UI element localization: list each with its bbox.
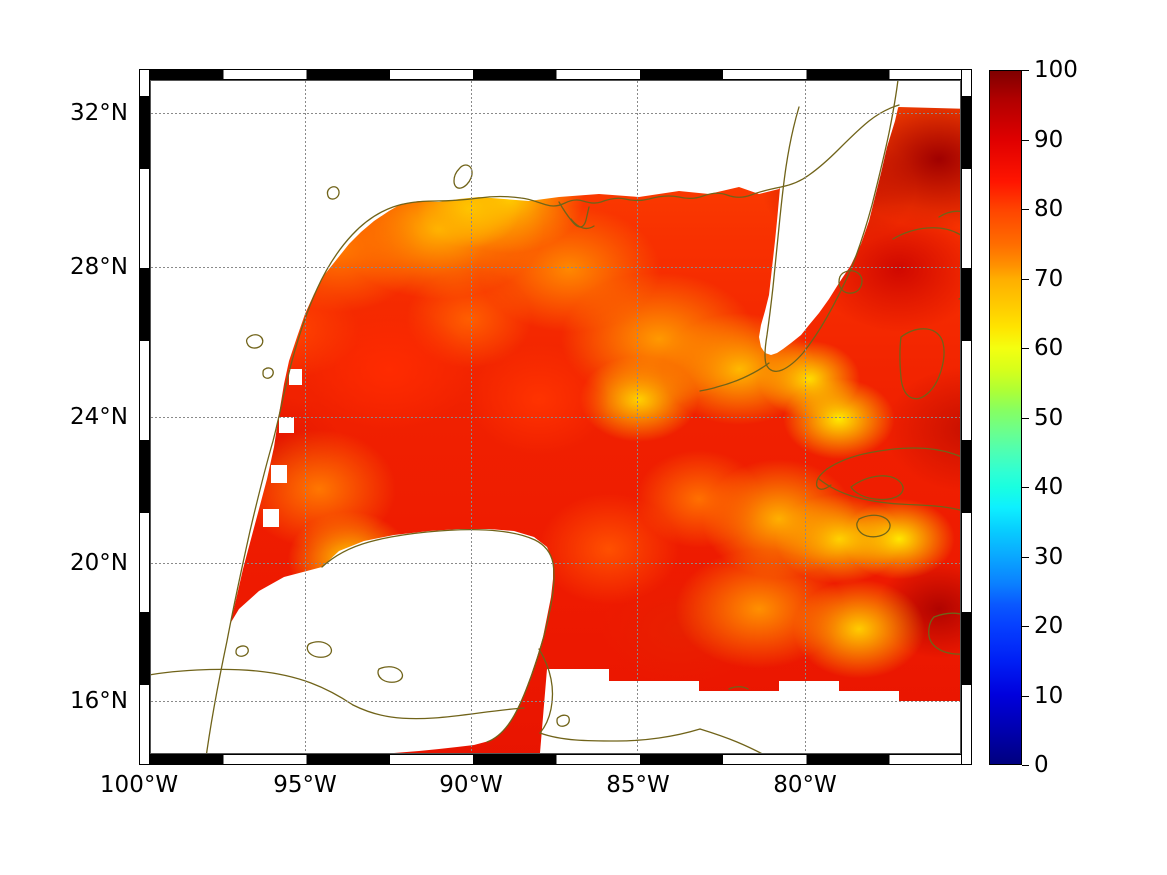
map-border-right — [961, 69, 972, 765]
colorbar-label-10: 10 — [1034, 682, 1064, 709]
gridline-lat-20 — [139, 563, 972, 564]
landmask-coastal-steps — [263, 369, 302, 527]
coastline-island-dot-7 — [556, 714, 570, 727]
coastline-overlay — [139, 70, 972, 765]
coastline-florida-keys — [699, 362, 770, 392]
coastline-bahamas-andros — [899, 328, 945, 400]
coastline-us-gulf — [204, 104, 900, 765]
map-border-top — [139, 69, 972, 80]
lake-okeechobee — [838, 270, 863, 294]
map-border-bottom — [139, 754, 972, 765]
x-tick-label-95w: 95°W — [273, 772, 337, 798]
coastline-isla-juventud — [856, 514, 891, 538]
coastline-island-dot-3 — [262, 367, 274, 379]
colorbar-label-30: 30 — [1034, 543, 1064, 570]
map-frame-inner-top — [150, 80, 961, 81]
x-tick-label-80w: 80°W — [773, 772, 837, 798]
coastline-island-dot-4 — [235, 645, 249, 657]
gridline-lat-28 — [139, 267, 972, 268]
coastline-cuba-west-tip — [815, 468, 832, 490]
colorbar-label-70: 70 — [1034, 265, 1064, 292]
map-frame-inner-right — [960, 80, 961, 754]
coastline-honduras — [539, 728, 701, 742]
colorbar-label-100: 100 — [1034, 57, 1078, 83]
gridline-lon-95 — [305, 69, 306, 765]
value-colorbar[interactable]: 100 90 80 70 60 50 40 30 20 10 0 — [989, 57, 1078, 778]
coastline-cuba-interior-bay — [850, 475, 904, 501]
x-tick-label-100w: 100°W — [99, 772, 179, 798]
coastline-island-dot-8 — [728, 686, 749, 690]
landmask-mexico-texas-usgulf — [139, 69, 972, 765]
coastline-island-dot-6 — [377, 666, 404, 683]
colorbar-label-80: 80 — [1034, 196, 1064, 222]
landmask-yucatan — [199, 529, 553, 765]
x-tick-label-85w: 85°W — [606, 772, 670, 798]
nodata-southern-wedge — [539, 669, 972, 765]
coastline-delta-lobe — [570, 218, 595, 230]
colorbar-tick-100 — [1022, 70, 1029, 71]
landmask-florida — [759, 69, 901, 355]
x-tick-label-90w: 90°W — [439, 772, 503, 798]
colorbar-tick-70 — [1022, 278, 1029, 280]
y-tick-label-24n: 24°N — [70, 404, 128, 430]
map-plot-area[interactable] — [139, 69, 972, 765]
y-tick-label-16n: 16°N — [70, 688, 128, 714]
coastline-campeche — [352, 704, 525, 720]
coastline-cuba-south — [818, 478, 972, 515]
coastline-florida — [764, 70, 900, 372]
gridline-lat-24 — [139, 417, 972, 418]
colorbar-gradient — [989, 70, 1022, 765]
colorbar-label-60: 60 — [1034, 335, 1064, 361]
coastline-bahamas-abaco — [938, 210, 972, 218]
gridline-lon-85 — [637, 69, 638, 765]
colorbar-tick-80 — [1022, 209, 1029, 210]
land-mask-overlay — [139, 69, 972, 765]
map-border-left — [139, 69, 150, 765]
colorbar-label-40: 40 — [1034, 474, 1064, 500]
coastline-island-dot-2 — [245, 334, 264, 349]
gridline-lon-80 — [805, 69, 806, 765]
colorbar-tick-0 — [1022, 765, 1029, 766]
colorbar-tick-20 — [1022, 626, 1029, 627]
colorbar-label-50: 50 — [1034, 404, 1064, 431]
colorbar-tick-60 — [1022, 348, 1029, 349]
coastline-yucatan — [321, 528, 555, 743]
y-tick-label-28n: 28°N — [70, 254, 128, 280]
colorbar-label-0: 0 — [1034, 752, 1049, 778]
colorbar-tick-40 — [1022, 487, 1029, 488]
coastline-belize — [538, 648, 554, 734]
y-tick-label-20n: 20°N — [70, 550, 128, 576]
map-frame-inner-left — [150, 80, 151, 754]
colorbar-tick-30 — [1022, 556, 1029, 558]
map-raster-container — [139, 69, 972, 765]
y-tick-label-32n: 32°N — [70, 100, 128, 126]
colorbar-label-20: 20 — [1034, 613, 1064, 639]
map-frame-inner-bottom — [150, 753, 961, 754]
coastline-island-dot-1 — [326, 186, 340, 200]
colorbar-label-90: 90 — [1034, 126, 1064, 153]
gridline-lon-90 — [471, 69, 472, 765]
coastline-mexico-south — [139, 668, 354, 706]
colorbar-tick-50 — [1022, 417, 1029, 419]
gridline-lat-32 — [139, 113, 972, 114]
colorbar-tick-90 — [1022, 139, 1029, 141]
coastline-islands-small — [453, 164, 473, 189]
coastline-island-dot-5 — [306, 641, 333, 658]
colorbar-tick-10 — [1022, 695, 1029, 697]
gridline-lat-16 — [139, 701, 972, 702]
